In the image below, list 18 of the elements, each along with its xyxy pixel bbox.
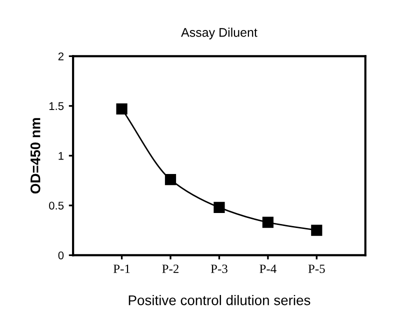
x-tick-label: P-5 <box>308 264 325 274</box>
point <box>116 103 128 114</box>
x-tick-label: P-1 <box>113 264 130 273</box>
chart-title: Assay Diluent <box>181 28 258 40</box>
x-axis-title: Positive control dilution series <box>128 295 310 306</box>
point <box>311 224 322 236</box>
x-tick-label: P-4 <box>260 264 276 273</box>
y-tick-label: 1 <box>58 152 64 160</box>
x-tick-label: P-3 <box>210 264 228 274</box>
y-tick-label: 0 <box>58 251 64 260</box>
point <box>214 202 225 213</box>
y-tick-label: 2 <box>58 52 64 60</box>
x-tick-label: P-2 <box>162 264 178 273</box>
y-axis-title: OD=450 nm <box>30 118 40 194</box>
y-tick-label: 0.5 <box>49 202 64 210</box>
point <box>262 216 274 228</box>
point <box>164 174 176 186</box>
y-tick-label: 1.5 <box>49 102 64 110</box>
